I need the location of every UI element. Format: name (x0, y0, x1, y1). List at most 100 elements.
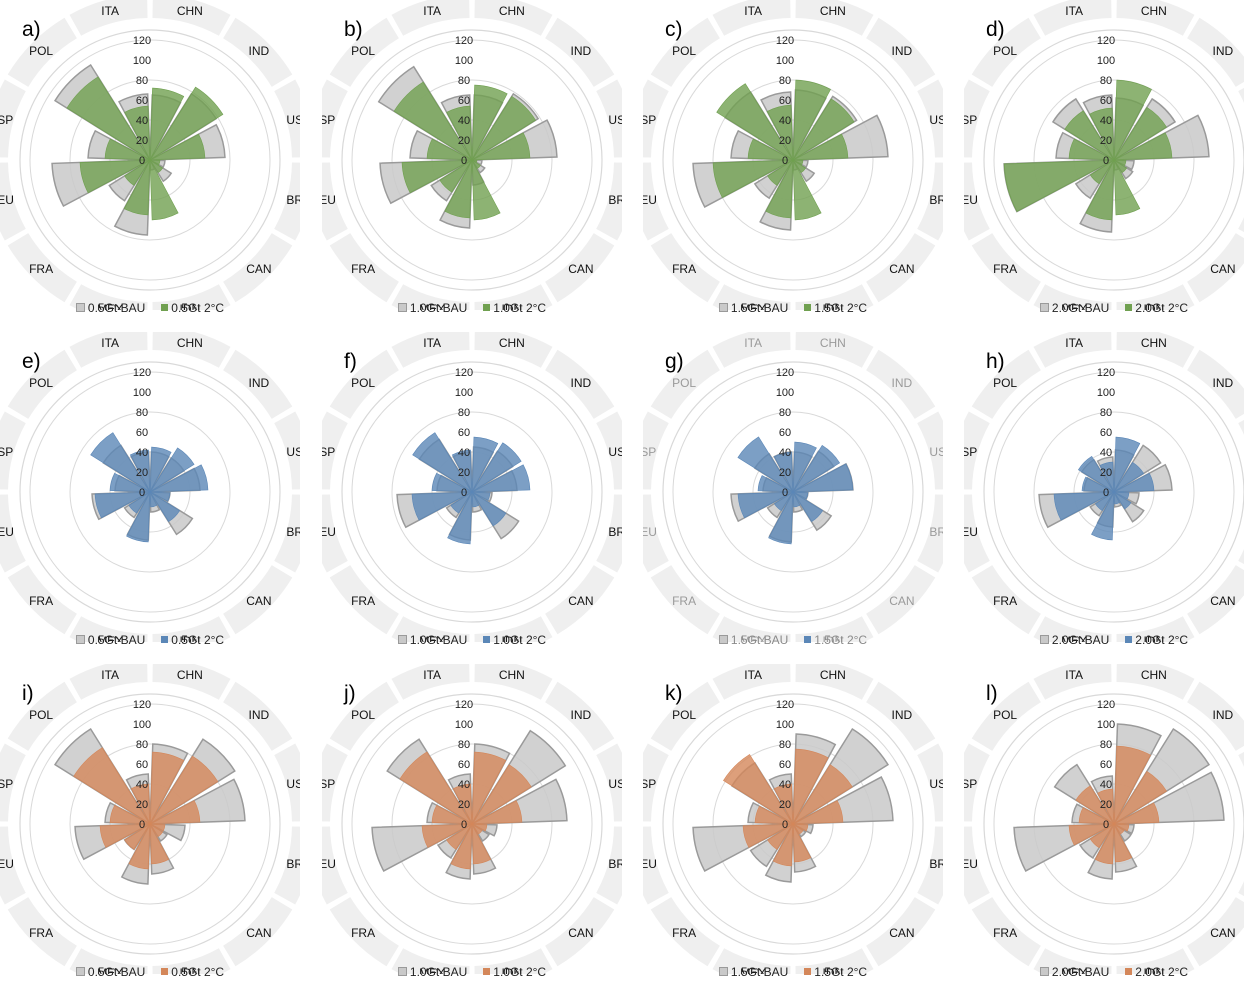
r-tick-label: 0 (461, 487, 467, 499)
category-label-idn: IDN (1144, 302, 1165, 310)
grid-circle (351, 371, 593, 613)
policy-sector-pol (1075, 785, 1115, 825)
category-ring-ita (1033, 332, 1112, 368)
category-label-fra: FRA (672, 926, 696, 940)
legend-label: 0.5Gt BAU (87, 632, 146, 647)
policy-sector-pol (399, 751, 473, 825)
r-tick-label: 60 (779, 95, 791, 107)
r-tick-label: 80 (458, 739, 470, 751)
legend-swatch-bau (75, 303, 85, 313)
category-ring-esp (0, 743, 26, 822)
r-tick-label: 120 (455, 367, 473, 379)
category-ring-usa (917, 79, 943, 158)
legend-label: 1.5Gt BAU (730, 964, 789, 979)
r-tick-label: 20 (779, 467, 791, 479)
legend-swatch-2c (1125, 636, 1133, 644)
policy-sector-can (149, 491, 181, 523)
policy-sector-esp (1081, 476, 1115, 493)
category-label-fra: FRA (29, 594, 53, 608)
category-ring-can (223, 897, 293, 967)
policy-sector-idn (471, 491, 480, 508)
category-ring-deu (643, 826, 669, 905)
category-label-usa: USA (929, 113, 943, 127)
category-label-chn: CHN (820, 4, 846, 18)
category-ring-deu (322, 494, 348, 573)
policy-sector-chn (471, 84, 508, 161)
category-label-pol: POL (993, 376, 1017, 390)
category-label-deu: DEU (643, 193, 657, 207)
grid-circle (69, 411, 231, 573)
category-ring-bra (274, 162, 300, 241)
grid-circle (672, 39, 914, 281)
panel-label: h) (986, 350, 1005, 373)
category-ring-pol (650, 681, 720, 751)
category-label-usa: USA (286, 445, 300, 459)
policy-sector-ita (129, 449, 151, 493)
r-tick-label: 20 (136, 799, 148, 811)
policy-sector-fra (1089, 823, 1115, 849)
category-label-ita: ITA (101, 4, 119, 18)
policy-sector-fra (450, 491, 473, 514)
r-tick-label: 120 (133, 35, 151, 47)
policy-sector-ind (792, 444, 841, 493)
r-tick-label: 120 (455, 35, 473, 47)
category-label-chn: CHN (1141, 4, 1167, 18)
r-tick-label: 120 (133, 699, 151, 711)
policy-sector-ind (149, 86, 224, 161)
panel-label: a) (22, 18, 41, 41)
policy-sector-usa (149, 464, 209, 493)
policy-sector-mex (765, 159, 794, 219)
category-ring-pol (7, 349, 77, 419)
polar-chart: 020406080100120CHNINDUSABRACANIDNMEXFRAD… (0, 0, 300, 310)
category-label-chn: CHN (499, 336, 525, 350)
category-ring-ind (223, 349, 293, 419)
policy-sector-mex (768, 491, 794, 545)
category-label-chn: CHN (177, 4, 203, 18)
panel-label: g) (665, 350, 684, 373)
category-label-ita: ITA (101, 336, 119, 350)
legend-label: 1.0Gt 2°C (493, 632, 547, 647)
legend-label: 1.0Gt 2°C (493, 300, 547, 315)
category-ring-chn (1116, 664, 1195, 700)
category-ring-ita (69, 664, 148, 700)
category-label-fra: FRA (351, 594, 375, 608)
category-label-deu: DEU (322, 857, 336, 871)
polar-chart: 020406080100120CHNINDUSABRACANIDNMEXFRAD… (322, 664, 622, 974)
r-tick-label: 0 (782, 155, 788, 167)
policy-sector-idn (149, 159, 179, 221)
category-label-can: CAN (568, 926, 593, 940)
policy-sector-pol (393, 81, 473, 161)
grid-circle (1073, 119, 1155, 201)
category-label-esp: ESP (322, 777, 335, 791)
category-ring-deu (0, 494, 26, 573)
category-label-pol: POL (29, 44, 53, 58)
r-tick-label: 40 (779, 779, 791, 791)
category-ring-fra (7, 897, 77, 967)
policy-sector-ita (130, 783, 151, 825)
category-label-ita: ITA (423, 336, 441, 350)
category-label-deu: DEU (322, 193, 336, 207)
grid-circle (391, 743, 553, 905)
category-label-fra: FRA (993, 594, 1017, 608)
policy-sector-chn (792, 441, 817, 493)
grid-circle (391, 79, 553, 241)
category-label-mex: MEX (419, 302, 445, 310)
category-label-pol: POL (29, 708, 53, 722)
legend-label: 1.0Gt BAU (409, 300, 468, 315)
category-ring-idn (152, 616, 231, 642)
category-ring-fra (650, 233, 720, 303)
policy-sector-ind (1113, 107, 1167, 161)
polar-chart: 020406080100120CHNINDUSABRACANIDNMEXFRAD… (964, 664, 1244, 974)
r-tick-label: 40 (458, 447, 470, 459)
legend-swatch-2c (483, 968, 491, 976)
policy-sector-ind (1113, 461, 1145, 493)
category-ring-mex (712, 616, 791, 642)
outer-circle (19, 361, 281, 623)
category-ring-chn (152, 664, 231, 700)
policy-sector-mex (128, 823, 151, 870)
r-tick-label: 80 (136, 739, 148, 751)
r-tick-label: 40 (779, 447, 791, 459)
legend-swatch-2c (483, 304, 491, 312)
grid-circle (1073, 783, 1155, 865)
legend-swatch-2c (483, 636, 491, 644)
